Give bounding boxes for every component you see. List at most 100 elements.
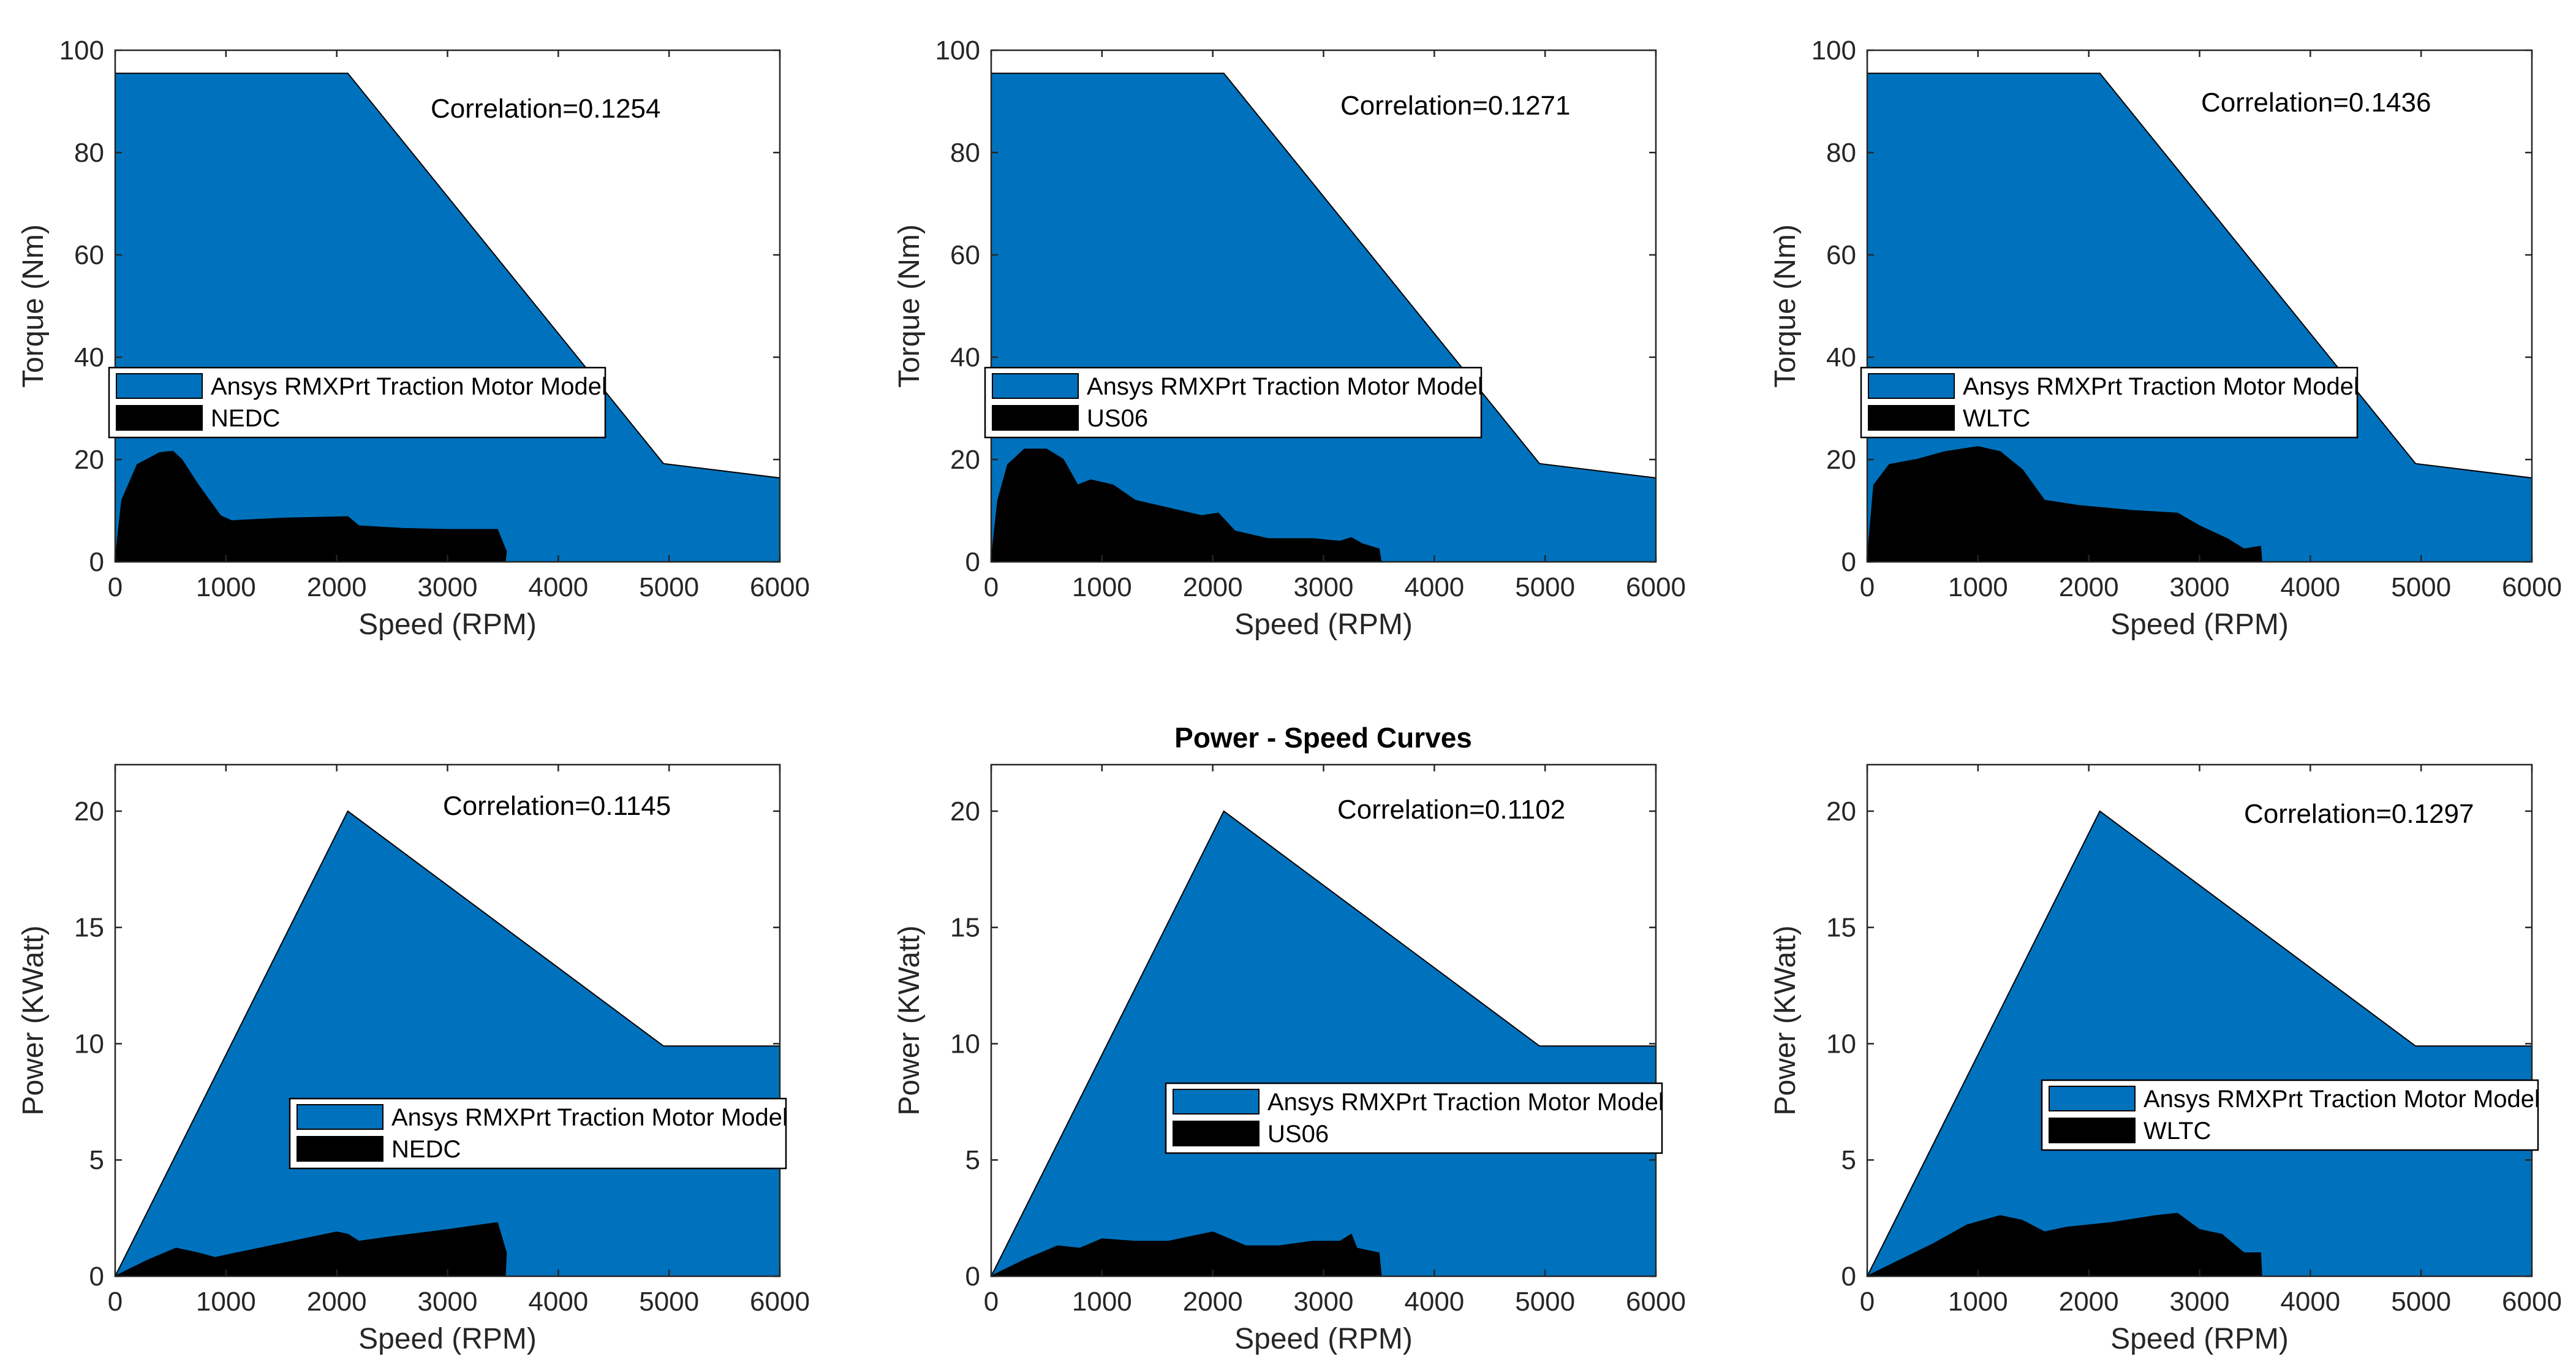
x-tick-label: 5000: [639, 572, 699, 602]
y-tick-label: 40: [1826, 342, 1856, 373]
legend-entry-label: US06: [1087, 405, 1148, 432]
x-axis-label: Speed (RPM): [1234, 1323, 1413, 1355]
y-tick-label: 100: [935, 36, 980, 66]
x-tick-label: 3000: [1294, 572, 1354, 602]
legend: Ansys RMXPrt Traction Motor Model US06: [1165, 1082, 1664, 1154]
drive-cycle-area: [115, 1222, 507, 1277]
y-tick-label: 0: [89, 547, 104, 577]
x-tick-label: 6000: [750, 1287, 810, 1317]
y-tick-label: 5: [965, 1145, 980, 1175]
subplot-4: 0 1000 2000 3000 4000 5000 6000 0 5 10 15 20 Speed (…: [17, 763, 810, 1355]
y-axis-label: Power (KWatt): [893, 925, 926, 1115]
y-tick-label: 20: [74, 445, 104, 475]
legend-entry-label: NEDC: [391, 1136, 461, 1163]
legend-entry-label: NEDC: [211, 405, 280, 432]
x-tick-label: 5000: [1515, 572, 1575, 602]
x-tick-label: 2000: [307, 572, 367, 602]
correlation-annotation: Correlation=0.1254: [431, 94, 660, 124]
x-tick-label: 1000: [1948, 572, 2008, 602]
correlation-annotation: Correlation=0.1436: [2201, 88, 2431, 118]
y-tick-label: 20: [950, 797, 980, 827]
y-tick-label: 60: [950, 240, 980, 270]
y-tick-label: 10: [950, 1029, 980, 1059]
legend: Ansys RMXPrt Traction Motor Model WLTC: [2041, 1079, 2540, 1151]
y-tick-label: 40: [950, 342, 980, 373]
legend-entry-label: Ansys RMXPrt Traction Motor Model: [1087, 373, 1483, 400]
legend: Ansys RMXPrt Traction Motor Model NEDC: [108, 366, 607, 439]
x-tick-label: 1000: [1072, 572, 1132, 602]
legend-entry-label: Ansys RMXPrt Traction Motor Model: [211, 373, 607, 400]
x-tick-label: 3000: [2170, 1287, 2230, 1317]
legend-swatch: [1868, 405, 1955, 431]
x-axis-label: Speed (RPM): [358, 1323, 537, 1355]
y-tick-label: 60: [74, 240, 104, 270]
y-tick-label: 5: [1841, 1145, 1856, 1175]
x-axis-label: Speed (RPM): [358, 608, 537, 641]
y-tick-label: 20: [74, 797, 104, 827]
legend-swatch: [116, 405, 203, 431]
y-tick-label: 15: [74, 913, 104, 943]
x-tick-label: 1000: [1072, 1287, 1132, 1317]
x-tick-label: 4000: [528, 572, 588, 602]
x-tick-label: 3000: [418, 1287, 478, 1317]
x-tick-label: 6000: [1626, 1287, 1686, 1317]
y-tick-label: 80: [950, 138, 980, 168]
subplot-1: 0 1000 2000 3000 4000 5000 6000 0 20 40 60 80 100 Spe…: [17, 36, 810, 641]
subplot-3: 0 1000 2000 3000 4000 5000 6000 0 20 40 60 80 100 Spe…: [1769, 36, 2562, 641]
y-tick-label: 20: [1826, 445, 1856, 475]
y-tick-label: 15: [950, 913, 980, 943]
x-tick-label: 3000: [1294, 1287, 1354, 1317]
x-tick-label: 1000: [1948, 1287, 2008, 1317]
x-tick-label: 5000: [2391, 1287, 2451, 1317]
legend-entry-label: WLTC: [1963, 405, 2030, 432]
legend-swatch: [2049, 1086, 2136, 1111]
x-tick-label: 0: [108, 572, 123, 602]
y-tick-label: 10: [74, 1029, 104, 1059]
legend-entry-label: US06: [1267, 1121, 1329, 1148]
subplot-2: 0 1000 2000 3000 4000 5000 6000 0 20 40 60 80 100 Spe…: [893, 36, 1686, 641]
legend-swatch: [116, 373, 203, 399]
y-tick-label: 100: [1811, 36, 1856, 66]
correlation-annotation: Correlation=0.1102: [1337, 795, 1565, 825]
legend-swatch: [2049, 1118, 2136, 1143]
correlation-annotation: Correlation=0.1271: [1340, 91, 1570, 121]
y-tick-label: 40: [74, 342, 104, 373]
x-tick-label: 2000: [307, 1287, 367, 1317]
x-tick-label: 5000: [639, 1287, 699, 1317]
drive-cycle-area: [1866, 446, 2262, 562]
x-tick-label: 4000: [1404, 572, 1464, 602]
x-tick-label: 2000: [2059, 1287, 2119, 1317]
row-title: Power - Speed Curves: [1174, 722, 1472, 754]
y-tick-label: 0: [1841, 547, 1856, 577]
legend-swatch: [297, 1104, 383, 1130]
legend-swatch: [297, 1136, 383, 1162]
drive-cycle-area: [990, 448, 1382, 562]
legend: Ansys RMXPrt Traction Motor Model NEDC: [289, 1097, 788, 1170]
legend: Ansys RMXPrt Traction Motor Model US06: [984, 366, 1483, 439]
drive-cycle-area: [991, 1231, 1382, 1277]
y-tick-label: 0: [89, 1262, 104, 1292]
x-tick-label: 1000: [196, 1287, 256, 1317]
x-tick-label: 5000: [1515, 1287, 1575, 1317]
y-axis-label: Torque (Nm): [17, 224, 50, 388]
y-axis-label: Torque (Nm): [893, 224, 926, 388]
x-axis-label: Speed (RPM): [2110, 608, 2289, 641]
y-tick-label: 0: [1841, 1262, 1856, 1292]
x-tick-label: 0: [984, 1287, 999, 1317]
drive-cycle-area: [1867, 1213, 2262, 1277]
x-tick-label: 6000: [1626, 572, 1686, 602]
legend-entry-label: Ansys RMXPrt Traction Motor Model: [1267, 1089, 1664, 1116]
x-tick-label: 0: [1860, 1287, 1875, 1317]
x-tick-label: 5000: [2391, 572, 2451, 602]
y-tick-label: 10: [1826, 1029, 1856, 1059]
legend-entry-label: Ansys RMXPrt Traction Motor Model: [2144, 1086, 2540, 1113]
y-axis-label: Power (KWatt): [17, 925, 50, 1115]
x-tick-label: 3000: [418, 572, 478, 602]
y-tick-label: 5: [89, 1145, 104, 1175]
x-tick-label: 2000: [1183, 572, 1243, 602]
x-tick-label: 2000: [1183, 1287, 1243, 1317]
legend-entry-label: WLTC: [2144, 1118, 2211, 1145]
x-tick-label: 4000: [528, 1287, 588, 1317]
legend: Ansys RMXPrt Traction Motor Model WLTC: [1860, 366, 2359, 439]
